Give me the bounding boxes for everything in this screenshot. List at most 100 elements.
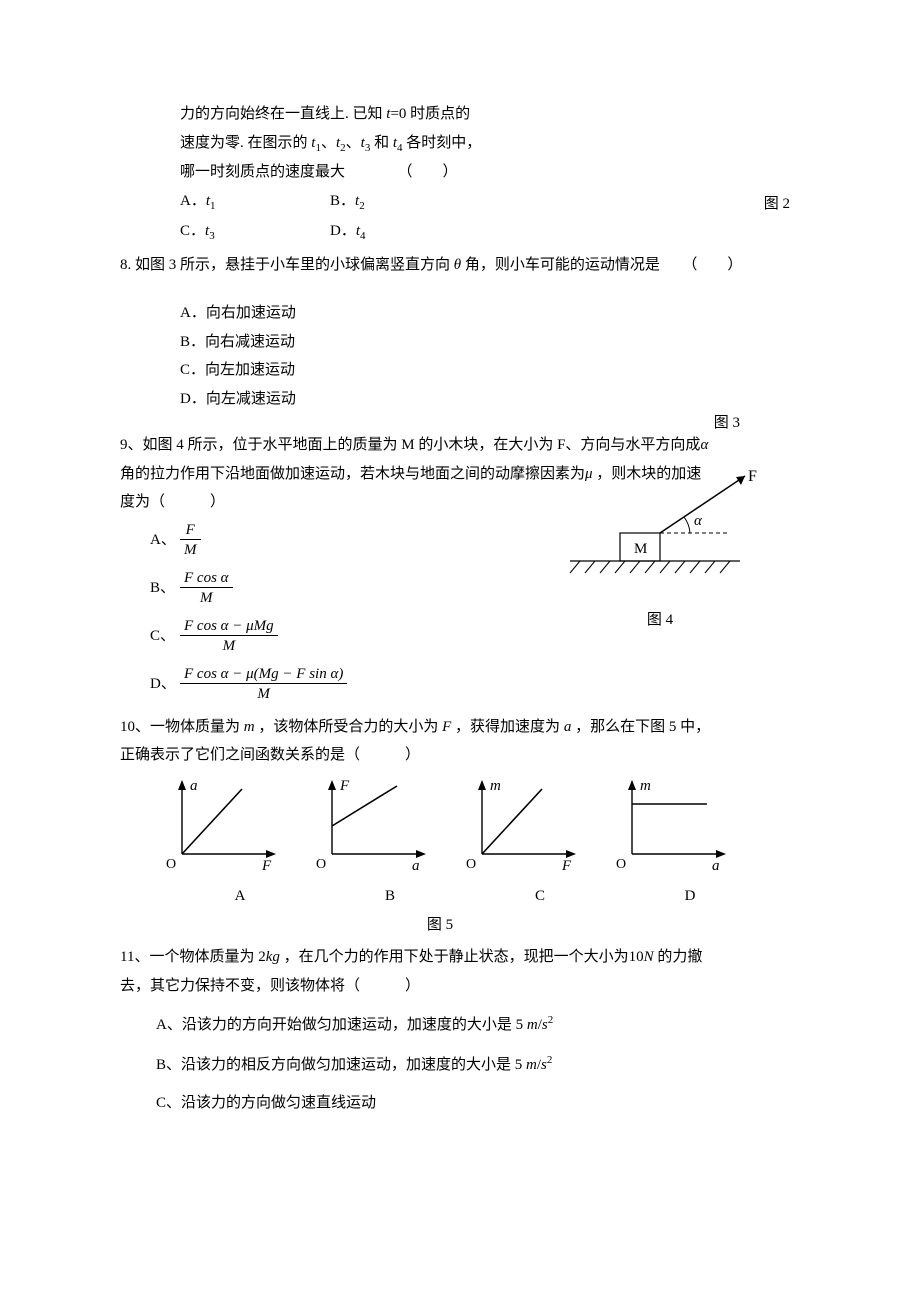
svg-text:O: O: [316, 857, 326, 872]
opt-label: D、: [150, 670, 178, 699]
alpha-label: α: [694, 513, 703, 529]
text: 角，则小车可能的运动情况是 （ ）: [461, 257, 742, 273]
text: 8. 如图 3 所示，悬挂于小车里的小球偏离竖直方向: [120, 257, 454, 273]
mass: 2kg: [254, 949, 279, 965]
fraction: F cos α − μ(Mg − F sin α)M: [180, 665, 347, 705]
graph-B: F O a B: [310, 776, 430, 911]
den: M: [180, 636, 278, 657]
q8-stem: 8. 如图 3 所示，悬挂于小车里的小球偏离竖直方向 θ 角，则小车可能的运动情…: [120, 251, 800, 280]
graph-A: a O F A: [160, 776, 280, 911]
sub3: 3: [365, 142, 371, 154]
fig4-label: 图 4: [560, 606, 760, 635]
svg-text:m: m: [490, 778, 501, 794]
text: ，获得加速度为: [455, 719, 560, 735]
svg-text:F: F: [339, 778, 350, 794]
q9-opt-d: D、F cos α − μ(Mg − F sin α)M: [150, 661, 800, 709]
svg-text:O: O: [166, 857, 176, 872]
graph-D: m O a D: [610, 776, 730, 911]
sub: 3: [209, 230, 215, 242]
svg-text:O: O: [466, 857, 476, 872]
m: m: [240, 719, 258, 735]
q9-block: 9、如图 4 所示，位于水平地面上的质量为 M 的小木块，在大小为 F、方向与水…: [120, 431, 800, 709]
q11-opt-c: C、沿该力的方向做匀速直线运动: [156, 1089, 800, 1118]
q11-stem2: 去，其它力保持不变，则该物体将（ ）: [120, 972, 800, 1001]
num: F cos α − μ(Mg − F sin α): [180, 665, 347, 684]
q10-stem: 10、一物体质量为 m ，该物体所受合力的大小为 F ，获得加速度为 a ，那么…: [120, 713, 800, 742]
q10-stem2: 正确表示了它们之间函数关系的是（ ）: [120, 741, 800, 770]
opt-label: B、: [150, 574, 178, 603]
graph-C: m O F C: [460, 776, 580, 911]
text: 各时刻中，: [403, 135, 482, 151]
text: 10、一物体质量为: [120, 719, 240, 735]
q7-opt-d: D．t4: [330, 217, 480, 247]
opt-label: C、: [150, 622, 178, 651]
fraction: F cos α − μMgM: [180, 617, 278, 657]
text: B、沿该力的相反方向做匀加速运动，加速度的大小是: [156, 1057, 515, 1073]
q8-opts: A．向右加速运动 B．向右减速运动 C．向左加速运动 D．向左减速运动: [180, 299, 800, 413]
sub: 2: [359, 200, 365, 212]
opt-label: C．: [180, 223, 205, 239]
text: 角的拉力作用下沿地面做加速运动，若木块与地面之间的动摩擦因素为: [120, 466, 585, 482]
q10-block: 10、一物体质量为 m ，该物体所受合力的大小为 F ，获得加速度为 a ，那么…: [120, 713, 800, 940]
text: 11、一个物体质量为: [120, 949, 254, 965]
svg-text:O: O: [616, 857, 626, 872]
text: ，该物体所受合力的大小为: [258, 719, 438, 735]
q8-opt-a: A．向右加速运动: [180, 299, 800, 328]
text: 9、如图 4 所示，位于水平地面上的质量为 M 的小木块，在大小为 F、方向与水…: [120, 437, 700, 453]
q7-opt-b: B．t2: [330, 187, 480, 217]
val: 5 m/s2: [515, 1057, 553, 1073]
num: F cos α: [180, 569, 233, 588]
m-label: M: [634, 541, 647, 557]
q7-line1: 力的方向始终在一直线上. 已知 t=0 时质点的: [180, 100, 800, 129]
q8-opt-b: B．向右减速运动: [180, 328, 800, 357]
text: 速度为零. 在图示的: [180, 135, 311, 151]
svg-text:a: a: [412, 858, 420, 874]
q11-opt-b: B、沿该力的相反方向做匀加速运动，加速度的大小是 5 m/s2: [156, 1050, 800, 1080]
q7-opt-c: C．t3: [180, 217, 330, 247]
q7-block: 力的方向始终在一直线上. 已知 t=0 时质点的 速度为零. 在图示的 t1、t…: [120, 100, 800, 247]
den: M: [180, 588, 233, 609]
q8-block: 8. 如图 3 所示，悬挂于小车里的小球偏离竖直方向 θ 角，则小车可能的运动情…: [120, 251, 800, 414]
num: F cos α − μMg: [180, 617, 278, 636]
text: 的力撤: [654, 949, 703, 965]
opt-label: D．: [330, 223, 356, 239]
svg-text:a: a: [190, 778, 198, 794]
sub1: 1: [315, 142, 321, 154]
a: a: [560, 719, 575, 735]
alpha: α: [700, 437, 708, 453]
q8-opt-d: D．向左减速运动: [180, 385, 800, 414]
den: M: [180, 684, 347, 705]
fraction: FM: [180, 521, 201, 561]
sub: 1: [210, 200, 216, 212]
sub: 4: [360, 230, 366, 242]
q7-line3: 哪一时刻质点的速度最大 （ ）: [180, 158, 800, 187]
sub2: 2: [340, 142, 346, 154]
fraction: F cos αM: [180, 569, 233, 609]
val: 5 m/s2: [516, 1017, 554, 1033]
q9-diagram: M F α 图 4: [560, 461, 760, 634]
q8-opt-c: C．向左加速运动: [180, 356, 800, 385]
F: F: [438, 719, 455, 735]
f-label: F: [748, 468, 757, 485]
fig2-label: 图 2: [764, 190, 790, 219]
fig5-label: 图 5: [80, 911, 800, 940]
text: =0 时质点的: [390, 106, 470, 122]
opt-label: A．: [180, 193, 206, 209]
q7-opt-a: A．t1: [180, 187, 330, 217]
q7-lines: 力的方向始终在一直线上. 已知 t=0 时质点的 速度为零. 在图示的 t1、t…: [180, 100, 800, 247]
svg-text:m: m: [640, 778, 651, 794]
q11-block: 11、一个物体质量为 2kg ，在几个力的作用下处于静止状态，现把一个大小为10…: [120, 943, 800, 1118]
q9-stem: 9、如图 4 所示，位于水平地面上的质量为 M 的小木块，在大小为 F、方向与水…: [120, 431, 800, 460]
q9-svg: M F α: [560, 461, 760, 601]
q11-stem: 11、一个物体质量为 2kg ，在几个力的作用下处于静止状态，现把一个大小为10…: [120, 943, 800, 972]
svg-text:a: a: [712, 858, 720, 874]
opt-label: A、: [150, 526, 178, 555]
text: A、沿该力的方向开始做匀加速运动，加速度的大小是: [156, 1017, 516, 1033]
q7-opts-row2: C．t3 D．t4: [180, 217, 800, 247]
q7-opts-row1: A．t1 B．t2: [180, 187, 800, 217]
text: ，在几个力的作用下处于静止状态，现把一个大小为: [280, 949, 629, 965]
svg-text:F: F: [261, 858, 272, 874]
force: 10N: [629, 949, 654, 965]
svg-text:F: F: [561, 858, 572, 874]
den: M: [180, 540, 201, 561]
